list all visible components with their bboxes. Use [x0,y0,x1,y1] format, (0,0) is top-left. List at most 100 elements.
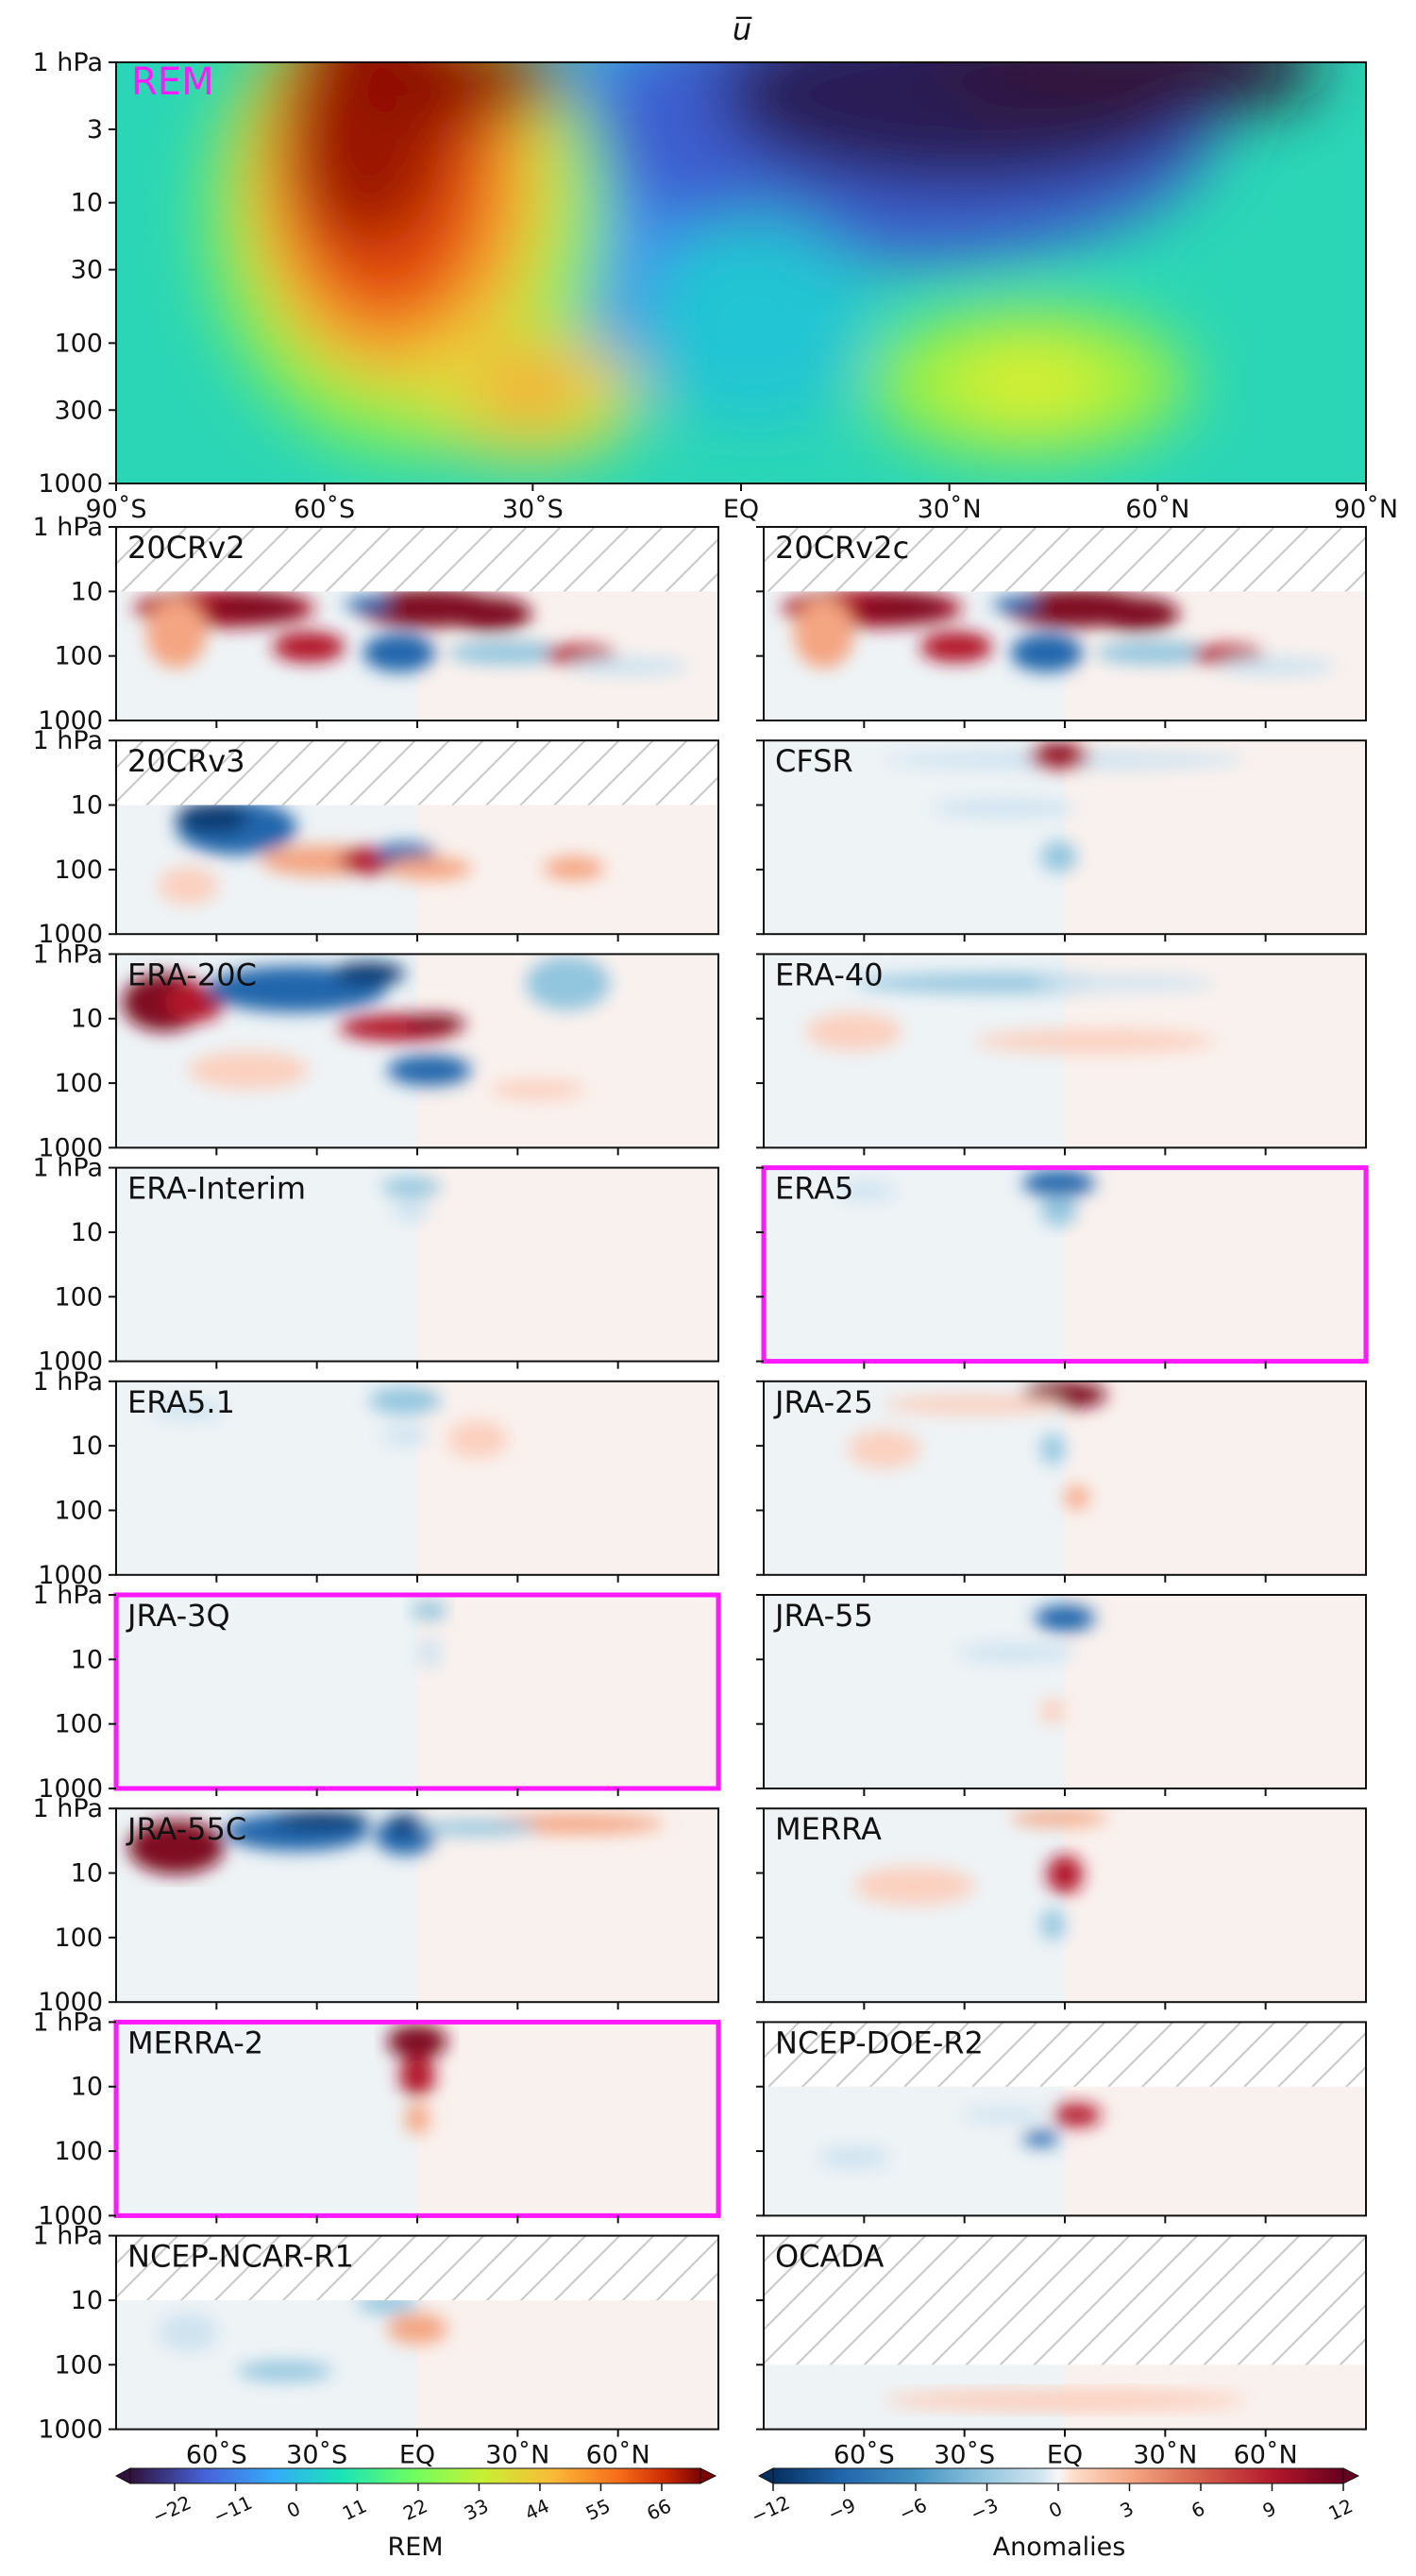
colorbar-rem-label: REM [387,2533,443,2562]
colorbar-rem-tick-label: 33 [461,2494,492,2525]
panel-label: NCEP-NCAR-R1 [127,2239,354,2275]
panel-y-tick-label: 10 [71,1645,103,1674]
panel-y-tick-label: 1000 [38,1347,103,1377]
panel-label: JRA-3Q [126,1598,230,1634]
panel-ncep-ncar-r1: NCEP-NCAR-R1 1 hPa 10 100 1000 60˚S 30˚S EQ 30˚N… [33,2222,719,2470]
panel-x-tick-label: 30˚S [286,2441,347,2470]
panel-label: 20CRv2c [775,530,909,566]
panel-label: NCEP-DOE-R2 [775,2025,984,2060]
panel-y-tick-label: 1 hPa [33,513,104,542]
no-data-hatch [116,740,718,805]
colorbar-rem-high-extend [700,2467,717,2484]
panel-ocada: OCADA 60˚S 30˚S EQ 30˚N 60˚N [756,2234,1367,2470]
colorbar-anomalies-label: Anomalies [993,2533,1126,2562]
panel-y-tick-label: 100 [54,1924,103,1953]
panel-20crv2: 20CRv2 1 hPa 10 100 1000 [33,513,719,736]
colorbar-anomalies-tick-label: 0 [1045,2497,1066,2522]
panel-y-tick-label: 10 [71,1432,103,1461]
colorbar-rem-tick-label: −11 [210,2491,255,2529]
panel-y-tick-label: 1 hPa [33,1581,104,1610]
panel-label-rem: REM [131,60,214,104]
panel-y-tick-label: 100 [54,642,103,671]
panel-y-tick-label: 1000 [38,1988,103,2017]
panel-x-tick-label: 30˚N [1133,2441,1197,2470]
panel-x-tick-label: 30˚N [485,2441,549,2470]
panel-y-tick-label: 100 [54,1496,103,1525]
panel-x-tick-label: 60˚N [586,2441,650,2470]
colorbar-anomalies-tick-label: −6 [896,2494,931,2526]
colorbar-rem-low-extend [114,2467,131,2484]
main-x-tick-label: 60˚S [294,495,355,524]
panel-y-tick-label: 1000 [38,1774,103,1804]
main-x-tick-label: 30˚N [918,495,982,524]
colorbar-rem-tick-label: −22 [149,2491,194,2529]
colorbar-anomalies-tick-label: 3 [1117,2497,1138,2522]
panel-ncep-doe-r2: NCEP-DOE-R2 [756,2021,1367,2224]
panel-y-tick-label: 10 [71,2073,103,2102]
panel-label: OCADA [775,2239,885,2275]
panel-cfsr: CFSR [756,739,1367,942]
panel-label: MERRA [775,1811,882,1847]
main-x-tick-label: 30˚S [502,495,564,524]
panel-label: ERA-20C [127,957,257,992]
panel-y-tick-label: 100 [54,1710,103,1739]
panel-jra-55c: JRA-55C 1 hPa 10 100 1000 [33,1794,719,2017]
panel-x-tick-label: 30˚S [934,2441,995,2470]
panel-y-tick-label: 10 [71,1859,103,1889]
colorbar-anomalies-tick-label: −12 [748,2491,793,2529]
chart-title: u̅ [733,11,752,47]
panel-label: MERRA-2 [127,2025,263,2060]
colorbar-anomalies-low-extend [757,2467,774,2484]
panel-y-tick-label: 10 [71,1218,103,1247]
main-y-tick-label: 10 [71,189,103,218]
panel-y-tick-label: 1 hPa [33,1367,104,1397]
colorbar-rem-tick-label: 22 [399,2494,430,2525]
panel-y-tick-label: 100 [54,2350,103,2380]
panel-y-tick-label: 100 [54,1282,103,1312]
colorbar-anomalies-tick-label: 12 [1324,2494,1356,2525]
panel-label: JRA-55C [126,1811,246,1847]
panel-y-tick-label: 1 hPa [33,1154,104,1183]
panel-y-tick-label: 1 hPa [33,940,104,969]
panel-era-20c: ERA-20C 1 hPa 10 100 1000 [33,940,719,1162]
panel-label: 20CRv3 [127,743,245,779]
panel-20crv3: 20CRv3 1 hPa 10 100 1000 [33,726,719,949]
no-data-hatch [764,2022,1366,2087]
main-y-tick-label: 100 [54,329,103,358]
panel-y-tick-label: 10 [71,791,103,821]
main-x-tick-label: EQ [723,495,759,524]
panel-jra-55: JRA-55 [756,1594,1367,1796]
panel-label: 20CRv2 [127,530,245,566]
colorbar-anomalies-tick-label: −9 [824,2494,859,2526]
panel-y-tick-label: 100 [54,1069,103,1098]
colorbar-anomalies-tick-label: 9 [1259,2497,1280,2522]
main-y-tick-label: 3 [87,115,103,144]
colorbar-anomalies-bar [772,2467,1344,2484]
panel-y-tick-label: 1 hPa [33,2008,104,2037]
panel-y-tick-label: 1000 [38,920,103,949]
no-data-hatch [116,527,718,592]
panel-era5: ERA5 [756,1165,1369,1369]
panel-y-tick-label: 10 [71,1005,103,1034]
panel-era5-1: ERA5.1 1 hPa 10 100 1000 [33,1367,719,1590]
main-y-tick-label: 30 [71,256,103,285]
colorbar-rem-tick-label: 0 [283,2497,304,2522]
panel-y-tick-label: 1000 [38,1561,103,1590]
colorbar-anomalies-tick-label: 6 [1188,2497,1208,2522]
panel-label: CFSR [775,743,853,779]
panel-label: JRA-55 [773,1598,873,1634]
colorbar-rem-tick-label: 44 [521,2494,552,2525]
panel-jra-25: JRA-25 [756,1380,1367,1583]
colorbar-rem-tick-label: 55 [582,2494,614,2525]
colorbar-anomalies-high-extend [1342,2467,1360,2484]
colorbar-anomalies-tick-label: −3 [967,2494,1002,2526]
no-data-hatch [764,2235,1366,2365]
panel-y-tick-label: 1 hPa [33,2222,104,2251]
panel-y-tick-label: 1000 [38,706,103,736]
panel-label: ERA-40 [775,957,884,992]
colorbar-rem-tick-label: 66 [643,2494,674,2525]
main-x-tick-label: 90˚N [1334,495,1398,524]
main-x-tick-label: 90˚S [86,495,147,524]
colorbar-rem: −22 −11 0 11 22 33 44 55 66 REM [114,2467,717,2562]
